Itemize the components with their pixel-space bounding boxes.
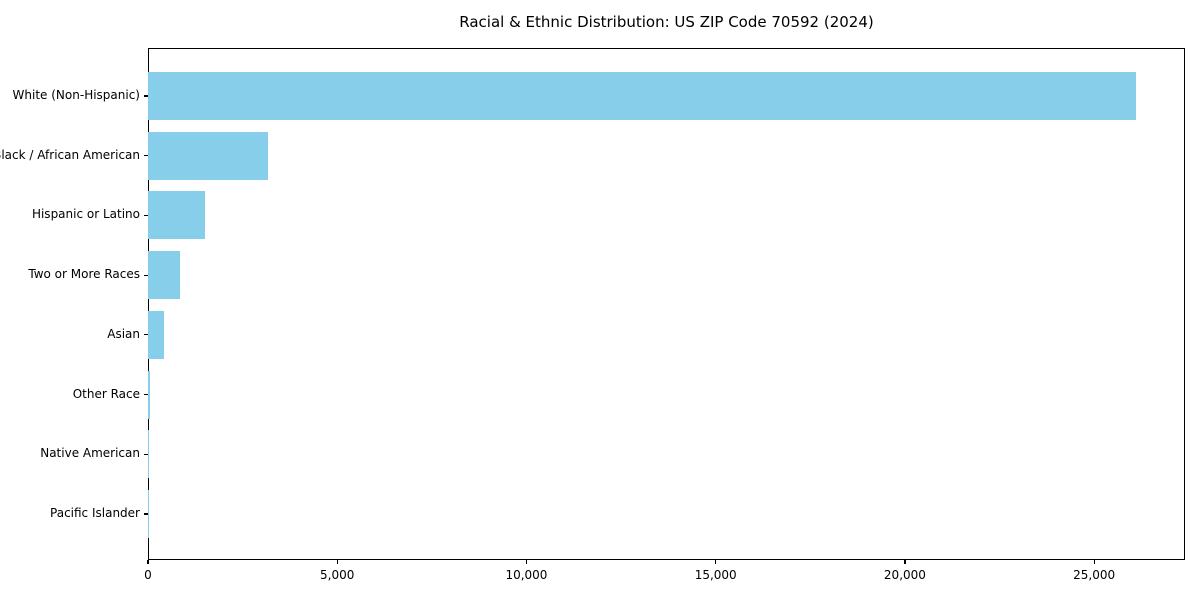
y-tick-mark (144, 274, 148, 276)
y-tick-label: Asian (107, 326, 140, 341)
y-tick-mark (144, 155, 148, 157)
plot-area (148, 48, 1185, 560)
bar-native-american (148, 430, 149, 479)
x-tick-mark (715, 560, 717, 564)
x-tick-mark (1093, 560, 1095, 564)
bar-black-african-american (148, 131, 268, 180)
x-tick-label: 15,000 (694, 568, 737, 582)
y-tick-mark (144, 95, 148, 97)
y-tick-label: White (Non-Hispanic) (12, 88, 140, 102)
y-tick-label: Pacific Islander (50, 505, 140, 520)
x-tick-mark (147, 560, 149, 564)
x-tick-label: 0 (144, 568, 152, 582)
y-tick-label: Hispanic or Latino (31, 207, 140, 222)
y-tick-mark (144, 453, 148, 455)
y-tick-label: Black / African American (0, 147, 140, 162)
y-tick-mark (144, 334, 148, 336)
y-tick-mark (144, 393, 148, 396)
bar-asian (148, 310, 165, 359)
y-tick-label: Other Race (72, 386, 140, 401)
x-tick-label: 25,000 (1073, 568, 1116, 582)
x-tick-mark (525, 560, 528, 564)
x-tick-label: 20,000 (883, 568, 926, 582)
y-tick-label: Two or More Races (28, 267, 140, 282)
x-tick-label: 5,000 (320, 568, 355, 582)
y-tick-mark (144, 513, 148, 515)
bar-other-race (148, 370, 150, 419)
chart-title: Racial & Ethnic Distribution: US ZIP Cod… (459, 13, 874, 31)
bar-hispanic-or-latino (148, 191, 205, 240)
bar-two-or-more-races (148, 251, 181, 300)
x-tick-label: 10,000 (505, 568, 548, 582)
x-tick-mark (904, 560, 906, 564)
bar-pacific-islander (148, 489, 149, 538)
y-tick-mark (144, 214, 148, 216)
bar-white-non-hispanic (148, 72, 1136, 120)
y-tick-label: Native American (40, 446, 140, 461)
x-tick-mark (336, 560, 338, 564)
